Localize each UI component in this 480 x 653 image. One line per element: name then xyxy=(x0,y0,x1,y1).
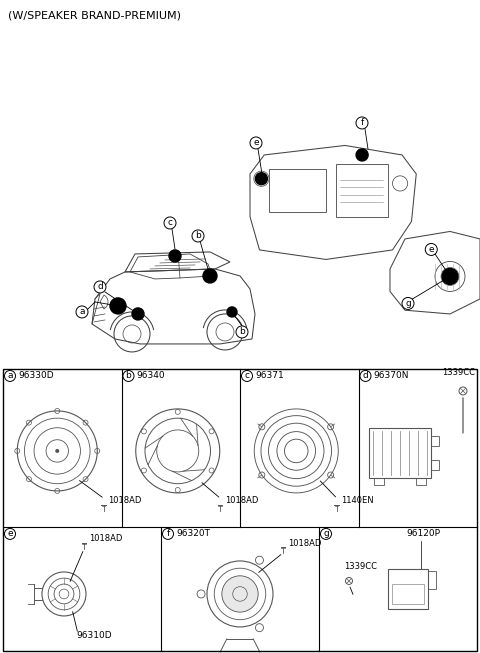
Text: (W/SPEAKER BRAND-PREMIUM): (W/SPEAKER BRAND-PREMIUM) xyxy=(8,10,181,20)
Circle shape xyxy=(236,326,248,338)
Text: 96310D: 96310D xyxy=(76,631,112,641)
Text: a: a xyxy=(79,308,85,317)
Text: c: c xyxy=(168,219,172,227)
Circle shape xyxy=(250,137,262,149)
Circle shape xyxy=(76,306,88,318)
Bar xyxy=(369,428,431,478)
Circle shape xyxy=(255,172,267,185)
Circle shape xyxy=(55,449,59,453)
Text: f: f xyxy=(167,530,169,538)
Circle shape xyxy=(402,298,414,310)
Text: 96340: 96340 xyxy=(136,372,165,381)
Text: 1339CC: 1339CC xyxy=(344,562,377,571)
Circle shape xyxy=(356,149,368,161)
Text: d: d xyxy=(362,372,368,381)
Text: 96330D: 96330D xyxy=(18,372,54,381)
Text: f: f xyxy=(360,118,364,127)
Text: b: b xyxy=(195,231,201,240)
Bar xyxy=(269,169,326,212)
Bar xyxy=(392,584,424,604)
Circle shape xyxy=(222,576,258,612)
Bar xyxy=(428,571,436,589)
Text: e: e xyxy=(429,245,434,254)
Circle shape xyxy=(203,269,217,283)
Text: 1018AD: 1018AD xyxy=(89,534,122,543)
Text: 1018AD: 1018AD xyxy=(108,496,142,505)
Circle shape xyxy=(163,528,173,539)
Bar xyxy=(373,478,384,485)
Circle shape xyxy=(192,230,204,242)
Circle shape xyxy=(425,244,437,255)
Text: 1339CC: 1339CC xyxy=(443,368,476,377)
Bar xyxy=(3,369,477,651)
Text: a: a xyxy=(7,372,13,381)
Circle shape xyxy=(94,281,106,293)
Circle shape xyxy=(356,117,368,129)
Text: 96120P: 96120P xyxy=(406,530,440,538)
Text: c: c xyxy=(244,372,250,381)
Text: 1018AD: 1018AD xyxy=(225,496,258,505)
Text: b: b xyxy=(126,372,132,381)
Circle shape xyxy=(360,370,371,381)
Bar xyxy=(336,165,388,217)
Text: e: e xyxy=(7,530,13,538)
Circle shape xyxy=(164,217,176,229)
Text: 1140EN: 1140EN xyxy=(341,496,374,505)
Text: e: e xyxy=(253,138,259,148)
Circle shape xyxy=(4,528,15,539)
Circle shape xyxy=(241,370,252,381)
Text: 1018AD: 1018AD xyxy=(288,539,322,549)
Bar xyxy=(388,569,428,609)
Circle shape xyxy=(227,307,237,317)
Circle shape xyxy=(123,370,134,381)
Circle shape xyxy=(321,528,332,539)
Circle shape xyxy=(169,250,181,262)
Text: g: g xyxy=(405,299,411,308)
Circle shape xyxy=(4,370,15,381)
Text: 96320T: 96320T xyxy=(176,530,210,538)
Bar xyxy=(431,436,439,446)
Bar xyxy=(416,478,425,485)
Text: 96370N: 96370N xyxy=(373,372,409,381)
Circle shape xyxy=(132,308,144,320)
Text: b: b xyxy=(239,327,245,336)
Text: g: g xyxy=(323,530,329,538)
Text: 96371: 96371 xyxy=(255,372,284,381)
Text: d: d xyxy=(97,283,103,291)
Bar xyxy=(431,460,439,470)
Circle shape xyxy=(442,268,458,285)
Circle shape xyxy=(110,298,126,314)
